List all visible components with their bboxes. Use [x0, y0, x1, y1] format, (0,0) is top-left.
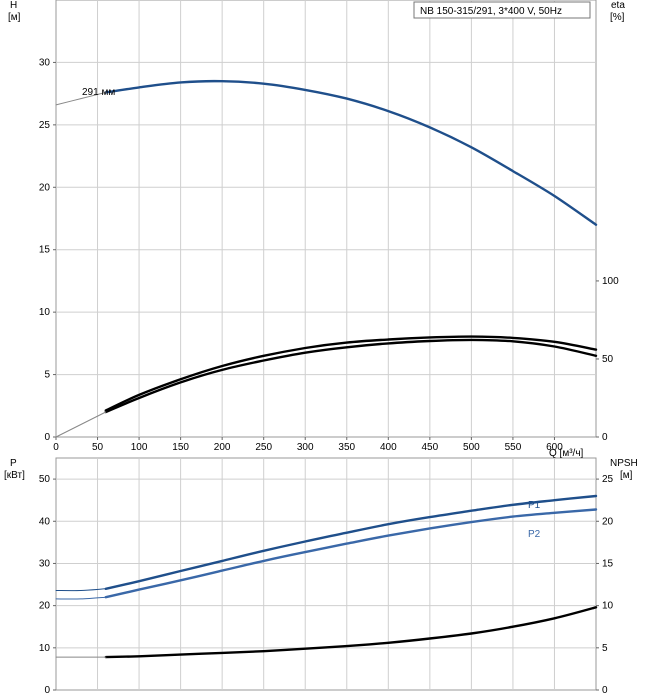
y2-tick-label: 15	[602, 558, 614, 569]
chart-title-box: NB 150-315/291, 3*400 V, 50Hz	[413, 1, 591, 19]
x-tick-label: 100	[131, 442, 148, 453]
p1-label: P1	[528, 500, 541, 511]
x-tick-label: 500	[463, 442, 480, 453]
npsh-axis-label: NPSH	[610, 458, 638, 469]
y-tick-label: 50	[39, 474, 51, 485]
series-line-p1	[104, 494, 598, 590]
y2-tick-label: 10	[602, 601, 614, 612]
y-tick-label: 5	[44, 370, 50, 381]
x-tick-label: 550	[505, 442, 522, 453]
y-tick-label: 25	[39, 120, 51, 131]
p2-label: P2	[528, 529, 541, 540]
q-axis-label: Q [м³/ч]	[549, 448, 584, 459]
y2-tick-label: 0	[602, 432, 608, 443]
y2-tick-label: 20	[602, 516, 614, 527]
x-tick-label: 300	[297, 442, 314, 453]
eta-axis-label: eta	[611, 0, 625, 11]
y2-tick-label: 100	[602, 276, 619, 287]
p-axis-label: P	[10, 458, 17, 469]
series-line-p2-extension	[55, 596, 107, 600]
x-tick-label: 350	[338, 442, 355, 453]
x-tick-label: 250	[255, 442, 272, 453]
plot-area	[55, 457, 597, 691]
impeller-annotation: 291 мм	[82, 87, 115, 98]
h-axis-label: H	[10, 0, 17, 11]
plot-area	[55, 0, 597, 438]
series-line-h-extension	[55, 91, 107, 106]
x-tick-label: 0	[53, 442, 59, 453]
y-tick-label: 20	[39, 182, 51, 193]
x-tick-label: 600	[546, 442, 563, 453]
eta-axis-unit: [%]	[610, 12, 625, 23]
series-line-h	[104, 79, 598, 226]
y2-tick-label: 25	[602, 474, 614, 485]
y-tick-label: 30	[39, 57, 51, 68]
y-tick-label: 15	[39, 245, 51, 256]
x-tick-label: 450	[422, 442, 439, 453]
series-line-p2	[104, 508, 598, 599]
y-tick-label: 10	[39, 307, 51, 318]
x-tick-label: 150	[172, 442, 189, 453]
y-tick-label: 30	[39, 558, 51, 569]
p-axis-unit: [кВт]	[4, 470, 25, 481]
y-tick-label: 0	[44, 432, 50, 443]
y-tick-label: 20	[39, 601, 51, 612]
y-tick-label: 0	[44, 685, 50, 696]
series-line-p1-extension	[55, 588, 107, 592]
x-tick-label: 50	[92, 442, 104, 453]
x-tick-label: 400	[380, 442, 397, 453]
series-line-eta-2	[104, 335, 598, 412]
y2-tick-label: 50	[602, 354, 614, 365]
chart-title: NB 150-315/291, 3*400 V, 50Hz	[420, 6, 562, 17]
h-axis-unit: [м]	[8, 12, 21, 23]
series-line-npsh	[104, 606, 598, 659]
y-tick-label: 10	[39, 643, 51, 654]
series-line-eta	[104, 338, 598, 414]
x-tick-label: 200	[214, 442, 231, 453]
y-tick-label: 40	[39, 516, 51, 527]
power-npsh-panel: 0 10 20 30 40 50 0 5 10 15 20 25	[39, 457, 614, 696]
y2-tick-label: 0	[602, 685, 608, 696]
npsh-axis-unit: [м]	[620, 470, 633, 481]
series-line-eta-extension	[55, 411, 107, 438]
y2-tick-label: 5	[602, 643, 608, 654]
